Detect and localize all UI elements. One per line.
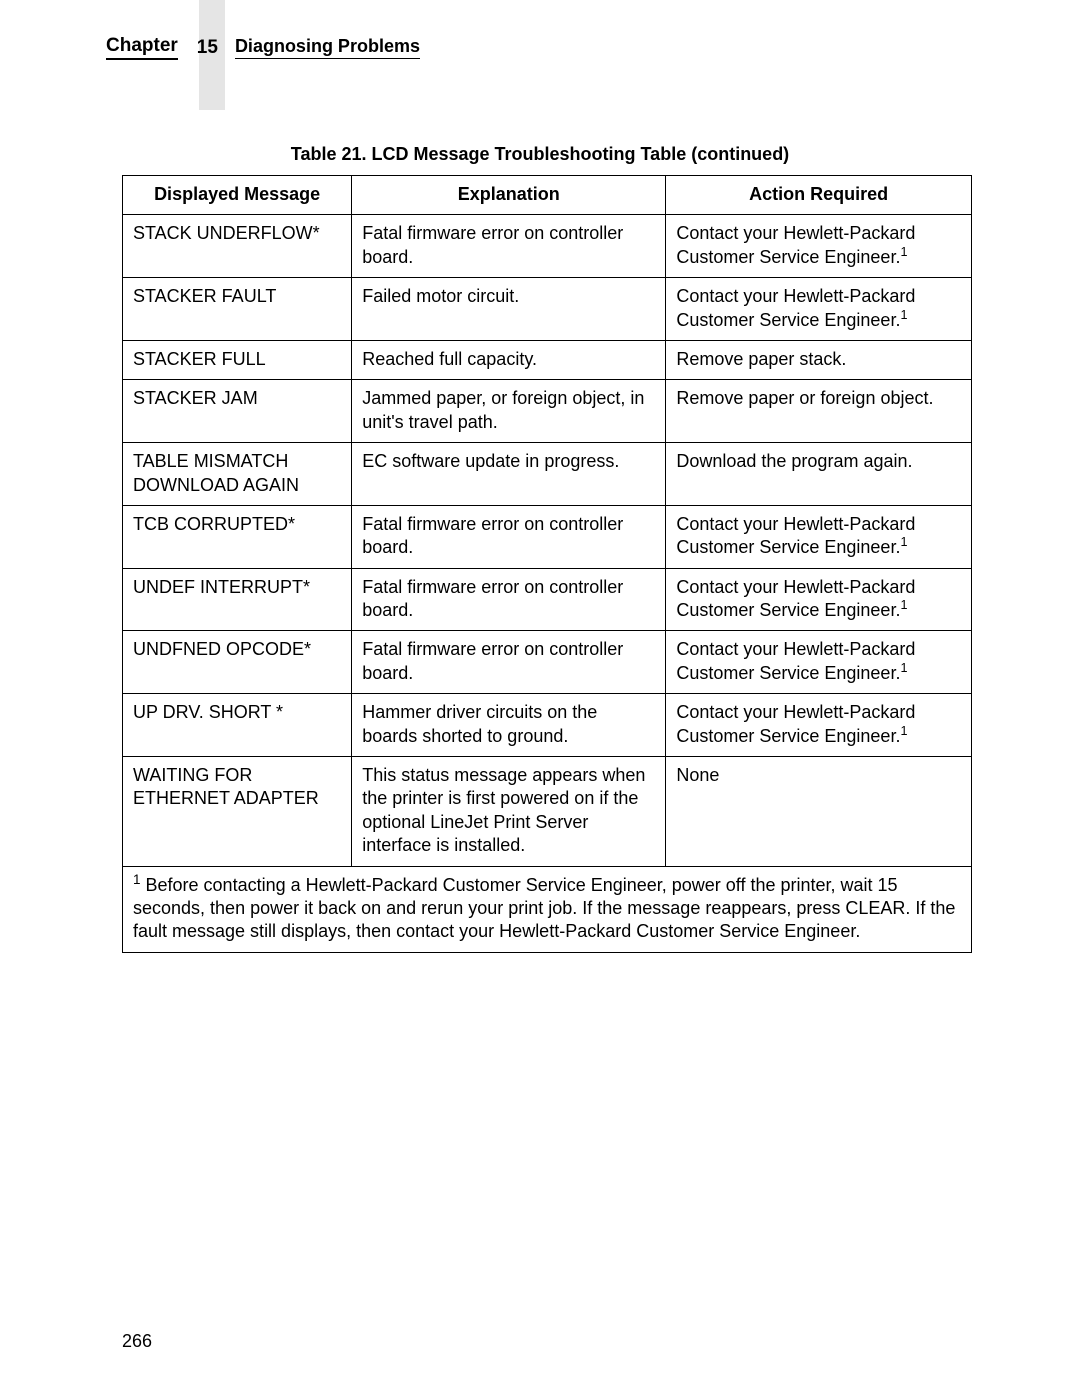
cell-explanation: Fatal firmware error on controller board…	[352, 215, 666, 278]
cell-action: Remove paper or foreign object.	[666, 380, 972, 443]
cell-explanation: Failed motor circuit.	[352, 278, 666, 341]
table-footnote-row: 1 Before contacting a Hewlett-Packard Cu…	[123, 866, 972, 952]
cell-message: WAITING FOR ETHERNET ADAPTER	[123, 757, 352, 867]
table-row: STACKER FULLReached full capacity.Remove…	[123, 340, 972, 379]
cell-action: Contact your Hewlett-Packard Customer Se…	[666, 278, 972, 341]
table-header-row: Displayed Message Explanation Action Req…	[123, 176, 972, 215]
table-row: STACK UNDERFLOW*Fatal firmware error on …	[123, 215, 972, 278]
footnote-ref: 1	[900, 724, 907, 738]
cell-explanation: Fatal firmware error on controller board…	[352, 631, 666, 694]
cell-explanation: Fatal firmware error on controller board…	[352, 505, 666, 568]
page-header: Chapter 15 Diagnosing Problems	[0, 0, 1080, 60]
cell-explanation: This status message appears when the pri…	[352, 757, 666, 867]
table-body: STACK UNDERFLOW*Fatal firmware error on …	[123, 215, 972, 952]
cell-explanation: EC software update in progress.	[352, 443, 666, 506]
cell-message: STACKER JAM	[123, 380, 352, 443]
footnote-ref: 1	[900, 661, 907, 675]
table-row: STACKER FAULTFailed motor circuit.Contac…	[123, 278, 972, 341]
page-number: 266	[122, 1331, 152, 1352]
cell-action: Download the program again.	[666, 443, 972, 506]
footnote-ref: 1	[900, 308, 907, 322]
chapter-number: 15	[197, 37, 218, 59]
section-title: Diagnosing Problems	[235, 36, 420, 59]
cell-message: UP DRV. SHORT *	[123, 694, 352, 757]
table-footnote-cell: 1 Before contacting a Hewlett-Packard Cu…	[123, 866, 972, 952]
cell-message: STACKER FULL	[123, 340, 352, 379]
cell-message: TABLE MISMATCH DOWNLOAD AGAIN	[123, 443, 352, 506]
table-row: TCB CORRUPTED*Fatal firmware error on co…	[123, 505, 972, 568]
table-row: WAITING FOR ETHERNET ADAPTERThis status …	[123, 757, 972, 867]
cell-message: UNDFNED OPCODE*	[123, 631, 352, 694]
cell-message: TCB CORRUPTED*	[123, 505, 352, 568]
footnote-ref: 1	[900, 598, 907, 612]
cell-action: Remove paper stack.	[666, 340, 972, 379]
table-caption: Table 21. LCD Message Troubleshooting Ta…	[0, 144, 1080, 165]
footnote-ref: 1	[900, 535, 907, 549]
footnote-marker: 1	[133, 872, 141, 887]
table-container: Displayed Message Explanation Action Req…	[0, 175, 1080, 953]
cell-message: STACK UNDERFLOW*	[123, 215, 352, 278]
cell-message: UNDEF INTERRUPT*	[123, 568, 352, 631]
cell-action: Contact your Hewlett-Packard Customer Se…	[666, 215, 972, 278]
table-row: UNDFNED OPCODE*Fatal firmware error on c…	[123, 631, 972, 694]
col-header-message: Displayed Message	[123, 176, 352, 215]
cell-action: Contact your Hewlett-Packard Customer Se…	[666, 568, 972, 631]
chapter-label: Chapter	[106, 35, 178, 60]
cell-action: Contact your Hewlett-Packard Customer Se…	[666, 631, 972, 694]
table-row: TABLE MISMATCH DOWNLOAD AGAINEC software…	[123, 443, 972, 506]
table-row: STACKER JAMJammed paper, or foreign obje…	[123, 380, 972, 443]
cell-message: STACKER FAULT	[123, 278, 352, 341]
col-header-action: Action Required	[666, 176, 972, 215]
cell-action: Contact your Hewlett-Packard Customer Se…	[666, 505, 972, 568]
cell-explanation: Reached full capacity.	[352, 340, 666, 379]
footnote-ref: 1	[900, 245, 907, 259]
table-row: UNDEF INTERRUPT*Fatal firmware error on …	[123, 568, 972, 631]
cell-explanation: Hammer driver circuits on the boards sho…	[352, 694, 666, 757]
col-header-explanation: Explanation	[352, 176, 666, 215]
table-row: UP DRV. SHORT *Hammer driver circuits on…	[123, 694, 972, 757]
cell-explanation: Fatal firmware error on controller board…	[352, 568, 666, 631]
cell-action: Contact your Hewlett-Packard Customer Se…	[666, 694, 972, 757]
troubleshooting-table: Displayed Message Explanation Action Req…	[122, 175, 972, 953]
cell-explanation: Jammed paper, or foreign object, in unit…	[352, 380, 666, 443]
cell-action: None	[666, 757, 972, 867]
